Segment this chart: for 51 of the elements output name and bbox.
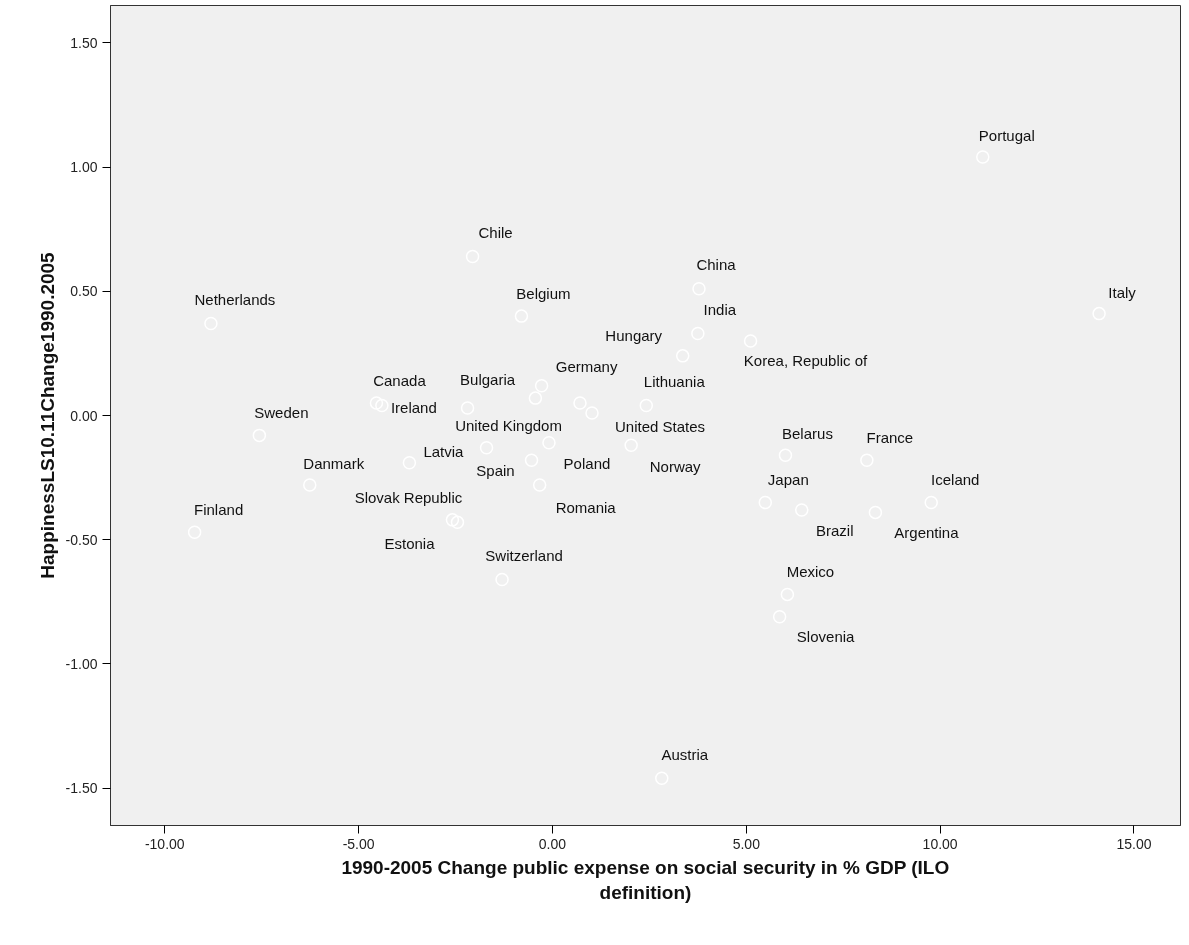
- data-label: United States: [614, 417, 706, 435]
- data-label: Estonia: [384, 534, 436, 552]
- data-label: Japan: [767, 470, 809, 488]
- data-label: Romania: [555, 498, 617, 516]
- data-label: Germany: [555, 358, 618, 376]
- data-label: Hungary: [605, 327, 663, 345]
- data-label: United Kingdom: [455, 417, 562, 435]
- data-label: Bulgaria: [460, 370, 516, 388]
- data-label: Belarus: [782, 424, 833, 442]
- data-label: Brazil: [815, 522, 854, 540]
- data-label: Netherlands: [194, 291, 276, 309]
- data-label: Slovenia: [796, 628, 856, 646]
- y-tick-label: 0.00: [70, 407, 98, 424]
- data-label: Belgium: [516, 284, 571, 302]
- y-axis-title: HappinessLS10.11Change1990.2005: [36, 251, 58, 579]
- data-label: Finland: [194, 500, 244, 518]
- y-tick-label: -0.50: [65, 531, 98, 548]
- x-tick-label: -5.00: [342, 835, 375, 852]
- data-label: Chile: [478, 223, 513, 241]
- data-label: Norway: [649, 457, 702, 475]
- data-label: Spain: [476, 461, 515, 479]
- data-label: Canada: [373, 371, 427, 389]
- data-label: Korea, Republic of: [743, 352, 869, 370]
- x-tick-label: -10.00: [144, 835, 185, 852]
- data-label: Sweden: [254, 403, 309, 421]
- data-label: Iceland: [931, 470, 980, 488]
- data-label: Ireland: [390, 399, 437, 417]
- y-tick-label: -1.50: [65, 780, 98, 797]
- data-label: Portugal: [978, 126, 1035, 144]
- y-tick-label: 1.00: [70, 159, 98, 176]
- data-label: Poland: [563, 455, 611, 473]
- data-label: Argentina: [894, 523, 960, 541]
- y-tick-label: -1.00: [65, 655, 98, 672]
- x-axis-title: 1990-2005 Change public expense on social security in % GDP (ILO definition): [341, 856, 950, 903]
- data-label: Latvia: [423, 443, 465, 461]
- x-tick-label: 0.00: [538, 835, 567, 852]
- data-label: France: [866, 428, 914, 446]
- data-label: Lithuania: [643, 373, 706, 391]
- x-tick-label: 10.00: [922, 835, 958, 852]
- data-label: Italy: [1108, 284, 1137, 302]
- data-label: India: [703, 301, 737, 318]
- y-tick-label: 0.50: [70, 283, 98, 300]
- data-label: Danmark: [303, 454, 365, 472]
- data-label: China: [696, 256, 737, 274]
- y-tick-label: 1.50: [70, 34, 98, 51]
- data-label: Slovak Republic: [354, 489, 463, 507]
- x-tick-label: 15.00: [1116, 835, 1152, 852]
- data-label: Switzerland: [485, 547, 563, 564]
- data-label: Mexico: [786, 562, 835, 580]
- data-label: Austria: [661, 745, 709, 763]
- x-tick-label: 5.00: [732, 835, 761, 852]
